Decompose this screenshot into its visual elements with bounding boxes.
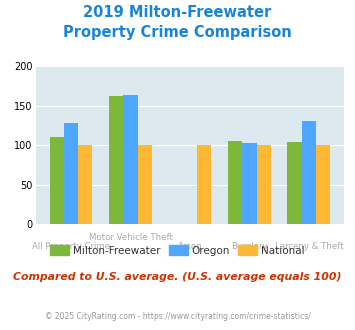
Text: Property Crime Comparison: Property Crime Comparison [63, 25, 292, 40]
Text: 2019 Milton-Freewater: 2019 Milton-Freewater [83, 5, 272, 20]
Text: Motor Vehicle Theft: Motor Vehicle Theft [88, 233, 173, 242]
Text: Compared to U.S. average. (U.S. average equals 100): Compared to U.S. average. (U.S. average … [13, 272, 342, 282]
Bar [138, 145, 152, 224]
Bar [228, 141, 242, 224]
Bar [64, 123, 78, 224]
Bar [78, 145, 92, 224]
Text: Burglary: Burglary [231, 243, 268, 251]
Text: © 2025 CityRating.com - https://www.cityrating.com/crime-statistics/: © 2025 CityRating.com - https://www.city… [45, 312, 310, 321]
Bar [242, 143, 257, 224]
Bar [316, 145, 330, 224]
Bar [288, 142, 302, 224]
Bar [257, 145, 271, 224]
Bar [109, 96, 123, 224]
Text: Arson: Arson [178, 243, 202, 251]
Text: All Property Crime: All Property Crime [32, 243, 110, 251]
Bar [50, 137, 64, 224]
Bar [302, 121, 316, 224]
Bar [197, 145, 211, 224]
Legend: Milton-Freewater, Oregon, National: Milton-Freewater, Oregon, National [46, 241, 309, 260]
Bar [123, 95, 138, 224]
Text: Larceny & Theft: Larceny & Theft [274, 243, 343, 251]
